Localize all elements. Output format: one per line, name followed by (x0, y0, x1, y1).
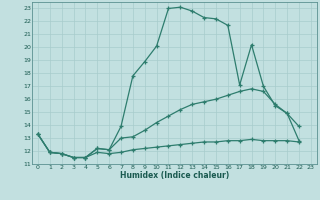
X-axis label: Humidex (Indice chaleur): Humidex (Indice chaleur) (120, 171, 229, 180)
